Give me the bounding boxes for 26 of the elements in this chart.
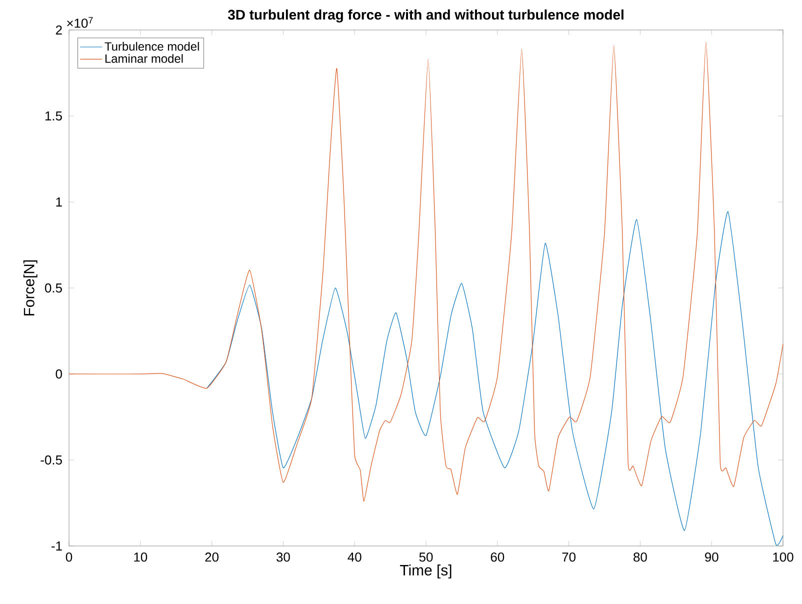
x-tick-label: 0 (66, 552, 72, 562)
y-axis-title: Force[N] (23, 260, 38, 316)
x-tick-label: 10 (134, 552, 148, 562)
x-tick-label: 30 (276, 552, 290, 562)
x-tick-label: 50 (419, 552, 433, 562)
legend-label: Laminar model (105, 54, 183, 63)
x-tick-label: 100 (773, 552, 794, 562)
y-tick-label: -1 (52, 542, 62, 550)
x-tick-label: 40 (348, 552, 362, 562)
x-tick-label: 20 (205, 552, 219, 562)
y-tick-label: 1.5 (45, 111, 62, 121)
line-series (206, 211, 784, 545)
y-tick-label: 0.5 (44, 283, 62, 293)
x-tick-label: 80 (634, 552, 647, 562)
x-axis-title: Time [s] (400, 564, 452, 578)
chart-title: 3D turbulent drag force - with and without turbulence model (228, 9, 624, 22)
y-tick-label: 1 (56, 198, 62, 206)
legend-label: Turbulence model (104, 42, 199, 51)
text: ×10$^{7}$ (67, 17, 93, 28)
x-tick-label: 90 (705, 552, 718, 562)
y-tick-label: 0 (56, 369, 62, 379)
y-tick-label: -0.5 (40, 455, 62, 465)
x-tick-label: 60 (490, 552, 504, 562)
line-series (68, 42, 784, 502)
x-tick-label: 70 (562, 552, 576, 562)
y-tick-label: 2 (56, 25, 62, 35)
